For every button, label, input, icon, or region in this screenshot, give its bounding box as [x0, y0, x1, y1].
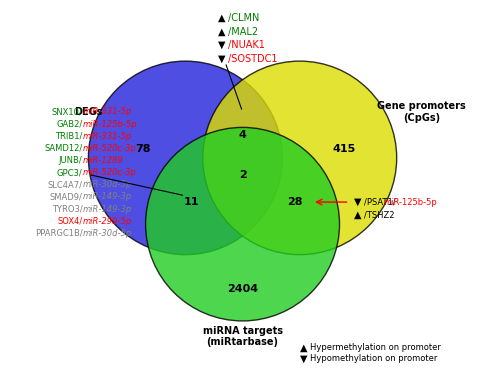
Ellipse shape	[146, 127, 340, 321]
Text: 78: 78	[136, 144, 151, 154]
Text: ▲: ▲	[218, 13, 225, 23]
Text: ▼: ▼	[218, 40, 225, 50]
Text: 2: 2	[238, 170, 246, 180]
Text: miR-30d-5p: miR-30d-5p	[83, 180, 132, 189]
Text: ▲: ▲	[300, 342, 307, 352]
Text: miR-1289: miR-1289	[83, 156, 124, 165]
Text: TRIB1/: TRIB1/	[55, 132, 82, 141]
Text: miR-331-5p: miR-331-5p	[83, 107, 132, 116]
Text: /CLMN: /CLMN	[228, 13, 259, 23]
Text: GPC3/: GPC3/	[56, 168, 82, 177]
Text: JUNB/: JUNB/	[58, 156, 82, 165]
Text: SOX4/: SOX4/	[57, 217, 82, 226]
Text: 28: 28	[287, 197, 302, 207]
Text: miR-30d-5p: miR-30d-5p	[83, 229, 132, 238]
Ellipse shape	[88, 61, 282, 255]
Text: miR-299-5p: miR-299-5p	[83, 217, 132, 226]
Text: ▼: ▼	[354, 197, 362, 207]
Text: TYRO3/: TYRO3/	[52, 204, 82, 214]
Text: 4: 4	[238, 130, 246, 140]
Text: GAB2/: GAB2/	[56, 119, 82, 128]
Text: /PSAT1/: /PSAT1/	[364, 198, 396, 207]
Text: PPARGC1B/: PPARGC1B/	[34, 229, 82, 238]
Text: /MAL2: /MAL2	[228, 27, 258, 37]
Ellipse shape	[203, 61, 396, 255]
Text: 11: 11	[184, 197, 200, 207]
Text: miR-520c-3p: miR-520c-3p	[83, 144, 137, 153]
Text: Hypomethylation on promoter: Hypomethylation on promoter	[310, 354, 437, 363]
Text: miR-149-3p: miR-149-3p	[83, 193, 132, 201]
Text: miR-125b-5p: miR-125b-5p	[384, 198, 438, 207]
Text: ▲: ▲	[218, 27, 225, 37]
Text: miR-125b-5p: miR-125b-5p	[83, 119, 138, 128]
Text: Hypermethylation on promoter: Hypermethylation on promoter	[310, 343, 440, 352]
Text: ▲: ▲	[354, 210, 362, 220]
Text: ▼: ▼	[300, 354, 307, 364]
Text: 2404: 2404	[227, 283, 258, 293]
Text: /TSHZ2: /TSHZ2	[364, 210, 395, 220]
Text: miR-331-5p: miR-331-5p	[83, 132, 132, 141]
Text: ▼: ▼	[218, 54, 225, 64]
Text: SAMD12/: SAMD12/	[44, 144, 82, 153]
Text: miR-520c-3p: miR-520c-3p	[83, 168, 137, 177]
Text: Gene promoters
(CpGs): Gene promoters (CpGs)	[377, 101, 466, 123]
Text: SLC4A7/: SLC4A7/	[48, 180, 82, 189]
Text: /SOSTDC1: /SOSTDC1	[228, 54, 277, 64]
Text: miRNA targets
(miRtarbase): miRNA targets (miRtarbase)	[202, 326, 282, 347]
Text: /NUAK1: /NUAK1	[228, 40, 264, 50]
Text: DEGs: DEGs	[74, 107, 102, 117]
Text: SMAD9/: SMAD9/	[50, 193, 82, 201]
Text: SNX10/: SNX10/	[52, 107, 82, 116]
Text: miR-149-3p: miR-149-3p	[83, 204, 132, 214]
Text: 415: 415	[333, 144, 356, 154]
